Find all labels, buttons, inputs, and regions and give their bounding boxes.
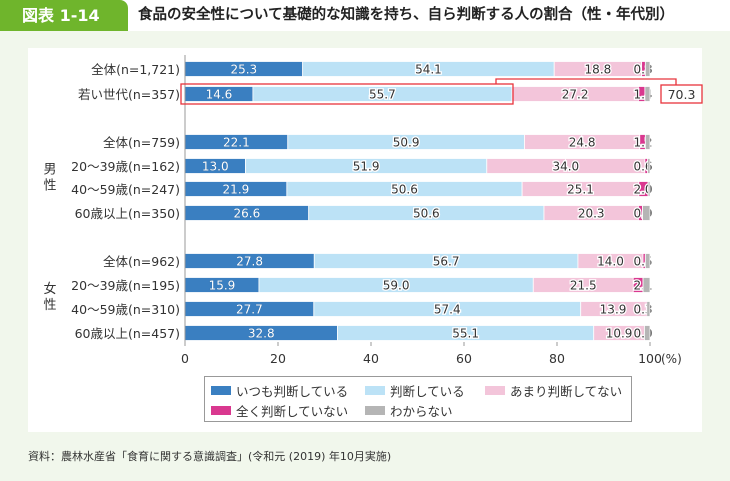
data-label: 10.9 bbox=[606, 327, 633, 341]
group-label: 性 bbox=[43, 179, 56, 194]
data-label: 25.1 bbox=[567, 183, 594, 197]
legend-label: 全く判断していない bbox=[236, 404, 349, 419]
legend-item: わからない bbox=[365, 401, 453, 420]
legend-swatch bbox=[211, 406, 231, 415]
callout-box bbox=[660, 84, 703, 104]
x-tick-label: 60 bbox=[456, 351, 472, 366]
category-label: 全体(n=759) bbox=[103, 135, 180, 150]
data-label: 22.1 bbox=[223, 136, 250, 150]
bar-segment bbox=[647, 181, 651, 197]
data-label: 54.1 bbox=[415, 63, 442, 77]
chart-title: 食品の安全性について基礎的な知識を持ち、自ら判断する人の割合（性・年代別） bbox=[138, 7, 675, 23]
x-tick-label: 40 bbox=[363, 351, 379, 366]
group-label: 女 bbox=[43, 281, 56, 297]
data-label: 34.0 bbox=[552, 160, 579, 174]
legend-item: 判断している bbox=[365, 381, 465, 400]
callout-value: 70.3 bbox=[668, 87, 696, 102]
data-label: 13.9 bbox=[600, 303, 627, 317]
data-label: 51.9 bbox=[353, 160, 380, 174]
bar-segment bbox=[642, 205, 651, 221]
bar-segment bbox=[644, 86, 651, 102]
data-label: 27.8 bbox=[236, 255, 263, 269]
group-label: 性 bbox=[43, 298, 56, 313]
x-tick-label: 0 bbox=[181, 351, 189, 366]
source-note: 資料：農林水産省「食育に関する意識調査」(令和元 (2019) 年10月実施) bbox=[28, 450, 392, 463]
legend-swatch bbox=[485, 386, 505, 395]
bar-segment bbox=[646, 301, 651, 317]
legend-label: わからない bbox=[390, 404, 453, 419]
data-label: 57.4 bbox=[434, 303, 461, 317]
bar-segment bbox=[644, 134, 651, 150]
data-label: 26.6 bbox=[233, 207, 260, 221]
legend-item: 全く判断していない bbox=[211, 401, 348, 420]
data-label: 24.8 bbox=[569, 136, 596, 150]
data-label: 21.5 bbox=[570, 279, 597, 293]
legend-label: あまり判断してない bbox=[510, 384, 623, 399]
data-label: 18.8 bbox=[585, 63, 612, 77]
category-label: 20～39歳(n=195) bbox=[71, 278, 180, 293]
chart-panel bbox=[28, 48, 702, 432]
data-label: 27.7 bbox=[236, 303, 263, 317]
data-label: 13.0 bbox=[202, 160, 229, 174]
data-label: 55.7 bbox=[369, 88, 396, 102]
legend-label: いつも判断している bbox=[236, 384, 349, 399]
x-tick-label: 20 bbox=[270, 351, 286, 366]
category-label: 60歳以上(n=350) bbox=[75, 206, 180, 221]
data-label: 14.6 bbox=[206, 88, 233, 102]
callout-line bbox=[495, 78, 677, 85]
category-label: 20～39歳(n=162) bbox=[71, 159, 180, 174]
data-label: 21.9 bbox=[223, 183, 250, 197]
data-label: 27.2 bbox=[562, 88, 589, 102]
data-label: 55.1 bbox=[452, 327, 479, 341]
legend-item: いつも判断している bbox=[211, 381, 348, 400]
legend-label: 判断している bbox=[390, 384, 465, 399]
bar-segment bbox=[642, 277, 651, 293]
x-tick-label: 80 bbox=[549, 351, 565, 366]
legend: いつも判断している 判断している あまり判断してない全く判断していない わからない bbox=[204, 376, 632, 422]
data-label: 50.6 bbox=[413, 207, 440, 221]
legend-swatch bbox=[365, 406, 385, 415]
legend-swatch bbox=[365, 386, 385, 395]
data-label: 20.3 bbox=[578, 207, 605, 221]
data-label: 50.6 bbox=[391, 183, 418, 197]
category-label: 40～59歳(n=247) bbox=[71, 182, 180, 197]
bar-segment bbox=[647, 158, 651, 174]
category-label: 40～59歳(n=310) bbox=[71, 302, 180, 317]
bar-segment bbox=[644, 61, 651, 77]
data-label: 25.3 bbox=[230, 63, 257, 77]
data-label: 59.0 bbox=[383, 279, 410, 293]
data-label: 56.7 bbox=[433, 255, 460, 269]
category-label: 全体(n=962) bbox=[103, 254, 180, 269]
highlight-box bbox=[180, 83, 514, 105]
legend-swatch bbox=[211, 386, 231, 395]
data-label: 32.8 bbox=[248, 327, 275, 341]
bar-segment bbox=[644, 253, 651, 269]
data-label: 15.9 bbox=[209, 279, 236, 293]
group-label: 男 bbox=[43, 163, 56, 178]
category-label: 全体(n=1,721) bbox=[91, 62, 180, 77]
figure-badge: 図表 1-14 bbox=[0, 0, 128, 31]
category-label: 60歳以上(n=457) bbox=[75, 326, 180, 341]
category-label: 若い世代(n=357) bbox=[78, 87, 180, 102]
x-unit-label: (%) bbox=[661, 352, 682, 366]
x-tick-label: 100 bbox=[638, 351, 662, 366]
bar-segment bbox=[644, 325, 651, 341]
data-label: 14.0 bbox=[597, 255, 624, 269]
data-label: 50.9 bbox=[393, 136, 420, 150]
legend-item: あまり判断してない bbox=[485, 381, 622, 400]
